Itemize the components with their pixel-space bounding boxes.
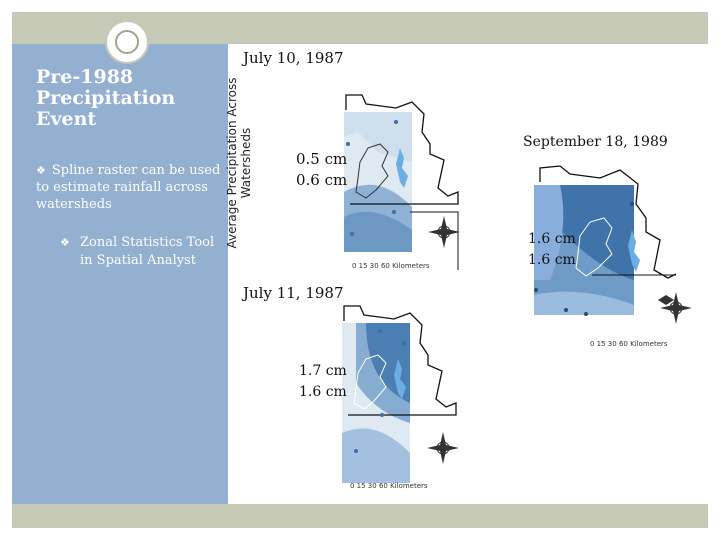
map-july-11 bbox=[342, 305, 457, 483]
diamond-bullet-icon: ❖ bbox=[36, 164, 46, 177]
compass-icon bbox=[427, 432, 459, 464]
panel-date-sept-18: September 18, 1989 bbox=[523, 134, 668, 150]
panel-date-july-10: July 10, 1987 bbox=[243, 49, 344, 67]
circle-logo-icon bbox=[105, 20, 149, 64]
footer-bar bbox=[12, 504, 708, 528]
side-panel bbox=[12, 44, 228, 504]
compass-icon bbox=[660, 292, 692, 324]
y-axis-label: Average Precipitation Across Watersheds bbox=[225, 77, 253, 249]
scale-bar: 0 15 30 60 Kilometers bbox=[352, 262, 430, 270]
map-sept-18 bbox=[534, 165, 677, 316]
bullet-zonal-statistics: Zonal Statistics Tool in Spatial Analyst bbox=[80, 235, 215, 268]
diamond-bullet-icon: ❖ bbox=[60, 236, 70, 249]
value-label-july-10: 0.5 cm 0.6 cm bbox=[296, 150, 348, 189]
compass-icon bbox=[428, 216, 460, 248]
slide-title: Pre-1988 Precipitation Event bbox=[36, 66, 176, 130]
scale-bar: 0 15 30 60 Kilometers bbox=[350, 482, 428, 490]
scale-bar: 0 15 30 60 Kilometers bbox=[590, 340, 668, 348]
value-label-sept-18: 1.6 cm 1.6 cm bbox=[528, 231, 576, 268]
bullet-spline: ❖ Spline raster can be used to estimate r… bbox=[36, 163, 221, 212]
value-label-july-11: 1.7 cm 1.6 cm bbox=[299, 363, 347, 400]
panel-date-july-11: July 11, 1987 bbox=[243, 284, 344, 302]
map-july-10 bbox=[344, 94, 459, 270]
